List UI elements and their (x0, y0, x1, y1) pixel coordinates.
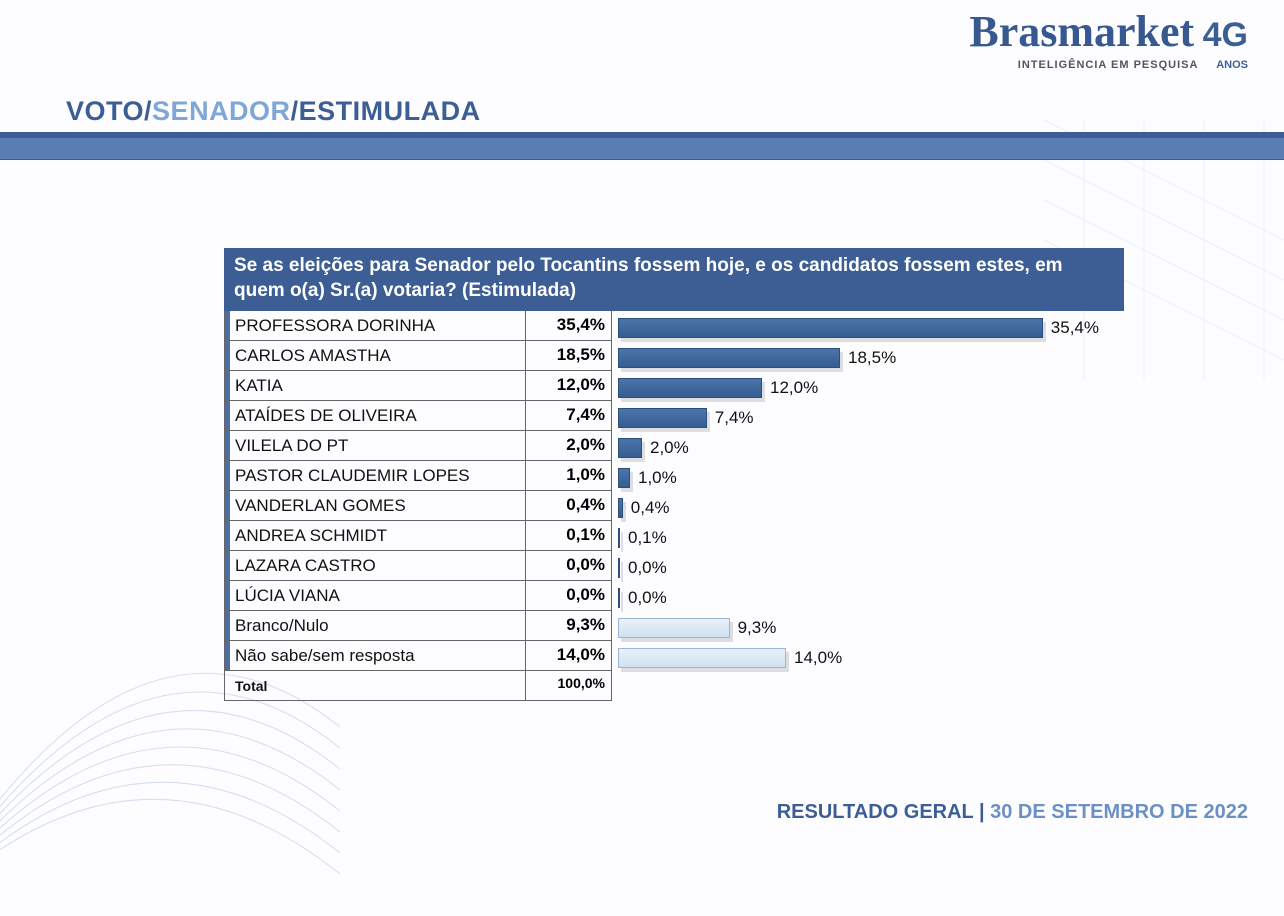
bar-value-label: 0,1% (628, 528, 667, 548)
bar-value-label: 2,0% (650, 438, 689, 458)
chart-bar (618, 408, 707, 428)
candidate-name: ANDREA SCHMIDT (235, 526, 387, 546)
candidate-pct: 0,4% (525, 491, 611, 520)
total-value: 100,0% (525, 671, 611, 700)
footer-date: 30 DE SETEMBRO DE 2022 (990, 801, 1248, 823)
title-part-estimulada: ESTIMULADA (299, 96, 481, 126)
table-row: Branco/Nulo 9,3% (225, 611, 611, 641)
candidate-pct: 0,0% (525, 551, 611, 580)
bar-value-label: 9,3% (738, 618, 777, 638)
bar-value-label: 12,0% (770, 378, 818, 398)
bar-value-label: 1,0% (638, 468, 677, 488)
candidate-name: Não sabe/sem resposta (235, 646, 415, 666)
brand-badge: 4G (1203, 16, 1248, 54)
bar-value-label: 0,0% (628, 588, 667, 608)
chart-bar (618, 618, 730, 638)
title-part-senador: SENADOR (152, 96, 291, 126)
table-row: PASTOR CLAUDEMIR LOPES 1,0% (225, 461, 611, 491)
candidate-pct: 1,0% (525, 461, 611, 490)
candidate-name: Branco/Nulo (235, 616, 329, 636)
total-row: Total 100,0% (225, 671, 611, 701)
candidate-pct: 2,0% (525, 431, 611, 460)
bar-value-label: 7,4% (715, 408, 754, 428)
bar-row: 14,0% (618, 643, 1114, 673)
chart-bar (618, 528, 620, 548)
table-row: Não sabe/sem resposta 14,0% (225, 641, 611, 671)
poll-content: Se as eleições para Senador pelo Tocanti… (224, 248, 1124, 701)
table-row: CARLOS AMASTHA 18,5% (225, 341, 611, 371)
bar-row: 0,0% (618, 553, 1114, 583)
table-row: PROFESSORA DORINHA 35,4% (225, 311, 611, 341)
brand-logo: Brasmarket 4G INTELIGÊNCIA EM PESQUISA A… (969, 10, 1248, 73)
question-text: Se as eleições para Senador pelo Tocanti… (224, 248, 1124, 311)
candidate-pct: 14,0% (525, 641, 611, 670)
bar-row: 2,0% (618, 433, 1114, 463)
bar-row: 0,4% (618, 493, 1114, 523)
candidate-name: CARLOS AMASTHA (235, 346, 391, 366)
results-table: PROFESSORA DORINHA 35,4% CARLOS AMASTHA 18,… (224, 311, 612, 701)
bar-row: 1,0% (618, 463, 1114, 493)
bar-value-label: 0,0% (628, 558, 667, 578)
chart-bar (618, 468, 630, 488)
brand-anos: ANOS (1216, 59, 1248, 71)
bar-value-label: 35,4% (1051, 318, 1099, 338)
candidate-pct: 35,4% (525, 311, 611, 340)
candidate-name: PASTOR CLAUDEMIR LOPES (235, 466, 470, 486)
candidate-name: LAZARA CASTRO (235, 556, 376, 576)
table-row: VANDERLAN GOMES 0,4% (225, 491, 611, 521)
bar-value-label: 0,4% (631, 498, 670, 518)
candidate-pct: 0,0% (525, 581, 611, 610)
candidate-name: PROFESSORA DORINHA (235, 316, 435, 336)
footer: RESULTADO GERAL | 30 DE SETEMBRO DE 2022 (777, 801, 1248, 824)
chart-bar (618, 348, 840, 368)
chart-bar (618, 318, 1043, 338)
bar-value-label: 18,5% (848, 348, 896, 368)
table-row: VILELA DO PT 2,0% (225, 431, 611, 461)
title-part-voto: VOTO (66, 96, 144, 126)
bar-row: 0,1% (618, 523, 1114, 553)
page-title: VOTO/SENADOR/ESTIMULADA (66, 96, 481, 127)
candidate-pct: 12,0% (525, 371, 611, 400)
chart-bar (618, 438, 642, 458)
table-row: ATAÍDES DE OLIVEIRA 7,4% (225, 401, 611, 431)
bar-row: 7,4% (618, 403, 1114, 433)
bar-row: 18,5% (618, 343, 1114, 373)
candidate-name: KATIA (235, 376, 283, 396)
chart-bar (618, 378, 762, 398)
candidate-pct: 0,1% (525, 521, 611, 550)
candidate-pct: 9,3% (525, 611, 611, 640)
total-label: Total (235, 678, 267, 694)
table-row: LAZARA CASTRO 0,0% (225, 551, 611, 581)
bar-row: 35,4% (618, 313, 1114, 343)
table-row: KATIA 12,0% (225, 371, 611, 401)
brand-name: Brasmarket (969, 7, 1194, 56)
candidate-pct: 18,5% (525, 341, 611, 370)
chart-bar (618, 558, 620, 578)
brand-subtitle: INTELIGÊNCIA EM PESQUISA (1018, 59, 1199, 71)
results-bar-chart: 35,4% 18,5% 12,0% 7,4% 2,0% 1,0% 0,4% 0,1% 0,0% 0… (612, 311, 1124, 701)
bar-value-label: 14,0% (794, 648, 842, 668)
candidate-name: VANDERLAN GOMES (235, 496, 406, 516)
header-divider (0, 132, 1284, 160)
candidate-name: LÚCIA VIANA (235, 586, 340, 606)
bar-row: 0,0% (618, 583, 1114, 613)
candidate-pct: 7,4% (525, 401, 611, 430)
candidate-name: VILELA DO PT (235, 436, 348, 456)
bar-row: 12,0% (618, 373, 1114, 403)
bar-row: 9,3% (618, 613, 1114, 643)
chart-bar (618, 498, 623, 518)
table-row: ANDREA SCHMIDT 0,1% (225, 521, 611, 551)
chart-bar (618, 588, 620, 608)
table-row: LÚCIA VIANA 0,0% (225, 581, 611, 611)
candidate-name: ATAÍDES DE OLIVEIRA (235, 406, 417, 426)
footer-label: RESULTADO GERAL (777, 801, 974, 823)
chart-bar (618, 648, 786, 668)
